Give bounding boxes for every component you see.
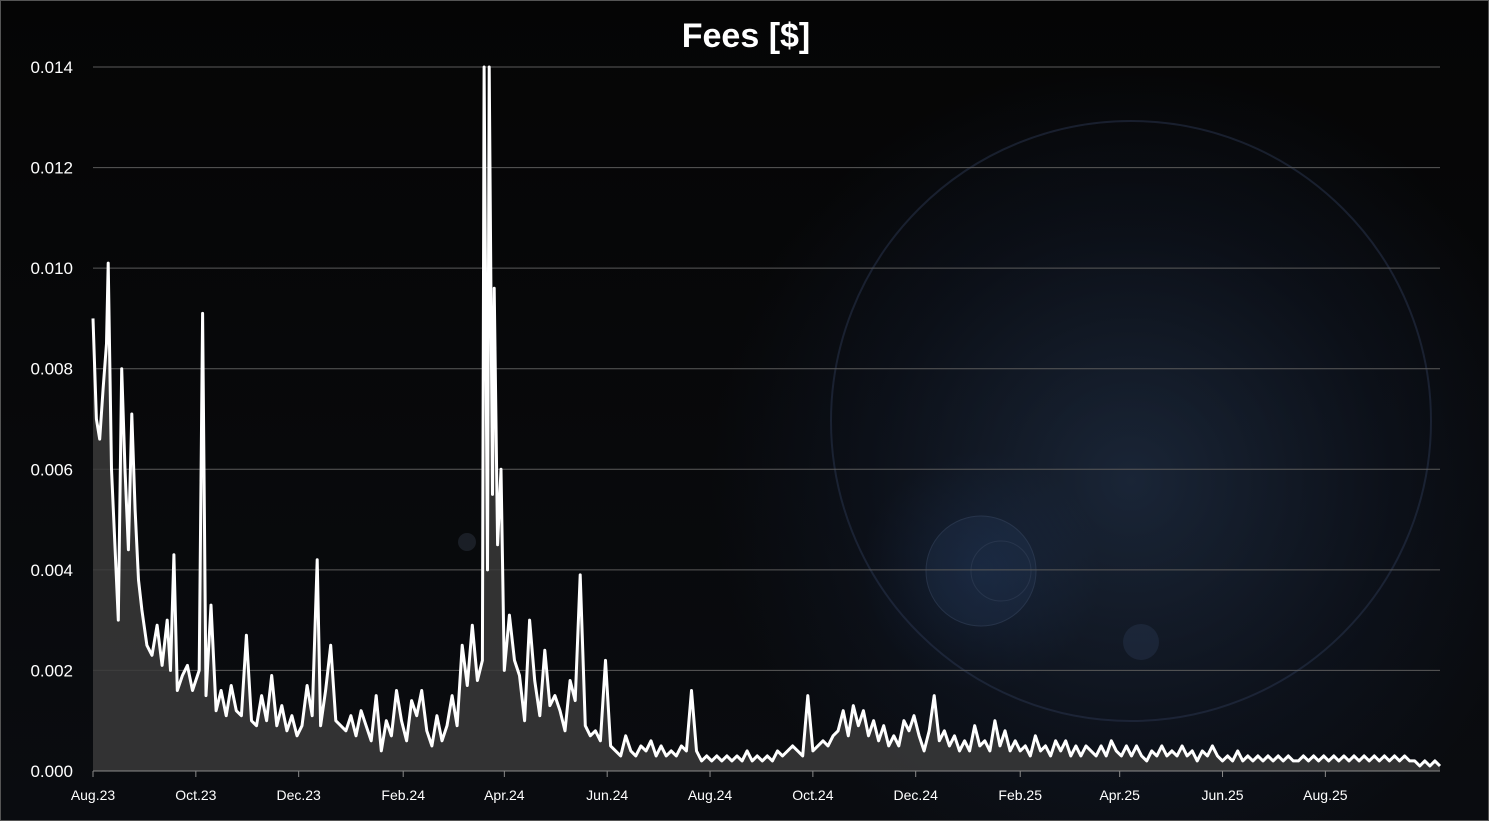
y-tick-label: 0.012 (30, 159, 73, 178)
x-tick-label: Oct.24 (792, 787, 833, 803)
x-tick-label: Apr.25 (1099, 787, 1140, 803)
x-tick-label: Dec.23 (276, 787, 321, 803)
x-tick-label: Apr.24 (484, 787, 525, 803)
y-tick-label: 0.002 (30, 661, 73, 680)
y-tick-label: 0.014 (30, 58, 73, 77)
y-tick-label: 0.004 (30, 561, 73, 580)
x-tick-label: Aug.25 (1303, 787, 1348, 803)
x-tick-label: Jun.24 (586, 787, 628, 803)
plot-area (91, 65, 1442, 771)
y-tick-label: 0.008 (30, 360, 73, 379)
x-tick-label: Feb.24 (381, 787, 425, 803)
x-tick-label: Jun.25 (1202, 787, 1244, 803)
x-tick-label: Aug.23 (71, 787, 116, 803)
chart-title: Fees [$] (682, 17, 811, 55)
y-axis-ticks: 0.000 0.002 0.004 0.006 0.008 0.010 0.012 0.014 (30, 58, 73, 781)
x-tick-label: Dec.24 (894, 787, 939, 803)
background-decoration (458, 120, 1432, 722)
x-tick-label: Oct.23 (175, 787, 216, 803)
x-axis: Aug.23 Oct.23 Dec.23 Feb.24 Apr.24 Jun.24 Aug.… (71, 770, 1440, 803)
y-tick-label: 0.000 (30, 762, 73, 781)
x-tick-label: Feb.25 (998, 787, 1042, 803)
gridlines (93, 66, 1440, 671)
y-tick-label: 0.006 (30, 460, 73, 479)
y-tick-label: 0.010 (30, 259, 73, 278)
series-area (93, 67, 1440, 771)
series-line (91, 65, 1442, 768)
x-tick-label: Aug.24 (688, 787, 733, 803)
